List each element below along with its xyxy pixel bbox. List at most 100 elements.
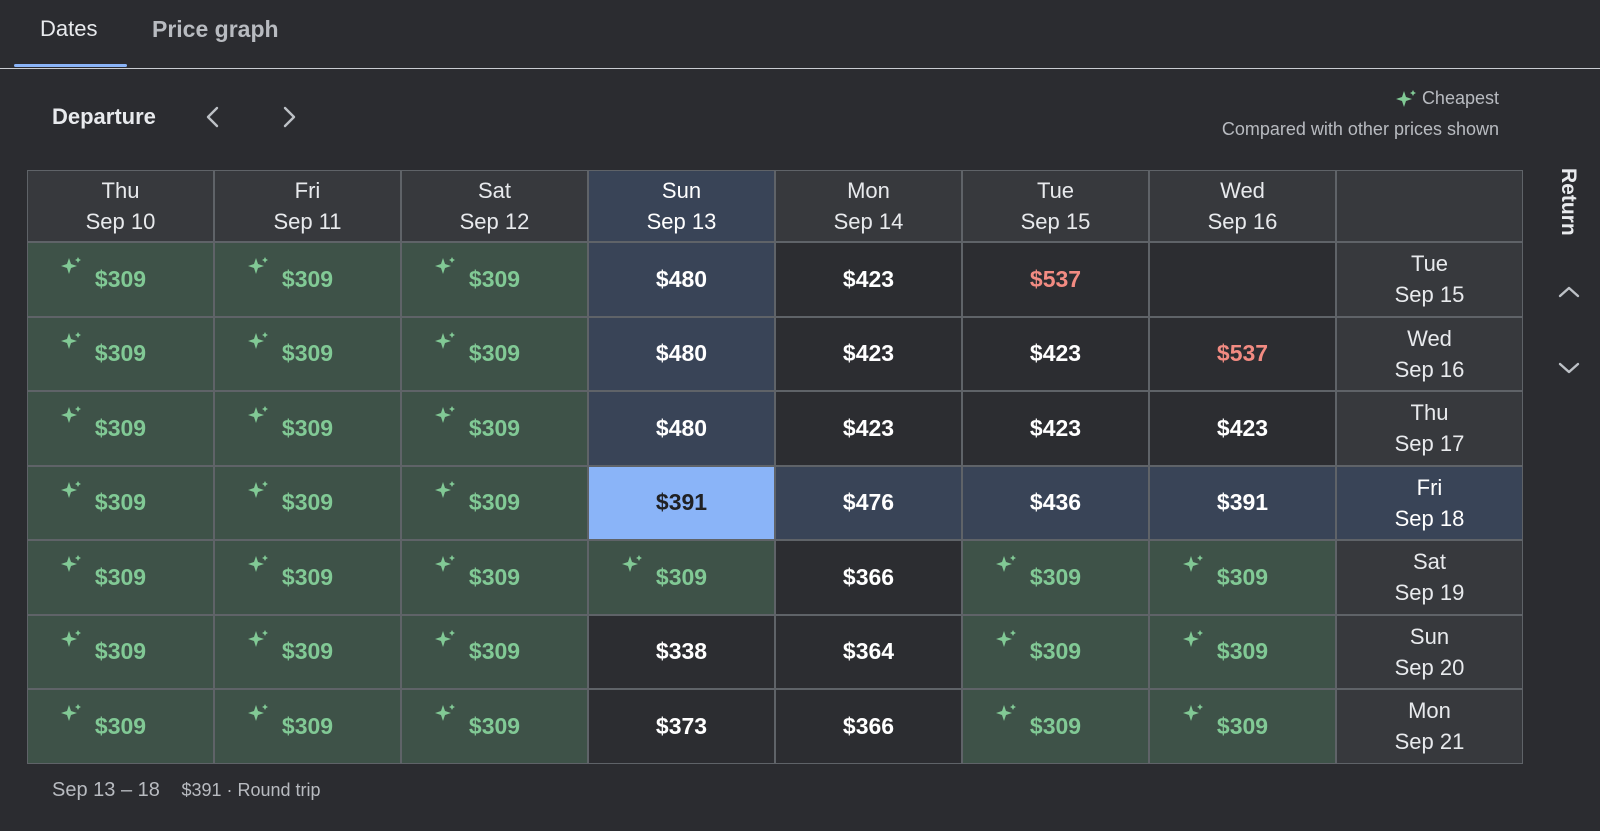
price-cell[interactable]: $309 [27, 465, 214, 540]
sparkle-icon [248, 479, 270, 506]
price-grid: Thu Sep 10 Fri Sep 11 Sat Sep 12 Sun Sep 13 Mon S… [27, 170, 1524, 764]
price-cell[interactable]: $423 [962, 316, 1149, 391]
column-header: Sat Sep 12 [401, 170, 588, 242]
price-cell[interactable]: $309 [214, 540, 401, 615]
sparkle-icon [248, 702, 270, 729]
price-cell[interactable]: $476 [775, 465, 962, 540]
price-value: $309 [655, 563, 708, 590]
price-cell[interactable]: $309 [401, 465, 588, 540]
price-cell[interactable]: $309 [401, 316, 588, 391]
sparkle-icon [435, 255, 457, 282]
sparkle-icon [435, 479, 457, 506]
price-cell[interactable]: $309 [27, 689, 214, 764]
sparkle-icon [996, 553, 1018, 580]
column-date: Sep 15 [1020, 209, 1091, 234]
summary-price: $391 · Round trip [181, 780, 321, 800]
price-cell[interactable]: $309 [401, 242, 588, 317]
return-up-button[interactable] [1554, 277, 1584, 307]
price-cell[interactable]: $309 [401, 689, 588, 764]
price-value: $309 [468, 414, 521, 441]
price-cell[interactable]: $309 [1149, 614, 1336, 689]
return-down-button[interactable] [1554, 353, 1584, 383]
sparkle-icon [1183, 553, 1205, 580]
price-cell[interactable]: $423 [1149, 391, 1336, 466]
price-cell[interactable]: $537 [962, 242, 1149, 317]
legend-compared-label: Compared with other prices shown [1221, 119, 1499, 139]
sparkle-icon [61, 628, 83, 655]
price-cell[interactable]: $391 [588, 465, 775, 540]
price-value: $309 [1029, 712, 1082, 739]
price-cell[interactable]: $309 [214, 614, 401, 689]
price-value: $373 [655, 712, 708, 739]
price-cell[interactable]: $309 [962, 614, 1149, 689]
tab-price-graph[interactable]: Price graph [152, 16, 279, 42]
price-cell[interactable]: $436 [962, 465, 1149, 540]
column-header: Thu Sep 10 [27, 170, 214, 242]
price-cell[interactable]: $480 [588, 316, 775, 391]
price-cell[interactable]: $423 [775, 242, 962, 317]
row-day: Wed [1407, 325, 1452, 351]
summary-dates: Sep 13 – 18 [52, 779, 160, 801]
row-date: Sep 19 [1394, 580, 1465, 606]
row-day: Sat [1412, 549, 1447, 575]
price-cell[interactable]: $309 [27, 540, 214, 615]
price-cell[interactable]: $537 [1149, 316, 1336, 391]
row-date: Sep 18 [1394, 505, 1465, 531]
chevron-down-icon [1558, 362, 1580, 374]
price-cell[interactable]: $391 [1149, 465, 1336, 540]
price-cell[interactable]: $309 [214, 465, 401, 540]
price-value: $423 [842, 414, 895, 441]
price-cell[interactable]: $309 [214, 242, 401, 317]
price-cell[interactable]: $309 [214, 689, 401, 764]
price-cell[interactable]: $338 [588, 614, 775, 689]
price-cell[interactable]: $309 [401, 540, 588, 615]
sparkle-icon [435, 404, 457, 431]
price-value: $309 [94, 489, 147, 516]
price-cell[interactable]: $366 [775, 689, 962, 764]
price-cell[interactable]: $480 [588, 242, 775, 317]
price-value: $480 [655, 414, 708, 441]
price-cell[interactable]: $309 [962, 689, 1149, 764]
price-cell[interactable] [1149, 242, 1336, 317]
price-cell[interactable]: $309 [588, 540, 775, 615]
price-cell[interactable]: $309 [27, 614, 214, 689]
price-cell[interactable]: $309 [1149, 689, 1336, 764]
sparkle-icon [248, 255, 270, 282]
price-value: $537 [1029, 265, 1082, 292]
price-cell[interactable]: $309 [214, 316, 401, 391]
price-cell[interactable]: $309 [214, 391, 401, 466]
price-cell[interactable]: $364 [775, 614, 962, 689]
return-row-header: Wed Sep 16 [1336, 316, 1523, 391]
price-cell[interactable]: $373 [588, 689, 775, 764]
price-cell[interactable]: $423 [962, 391, 1149, 466]
chevron-left-icon [206, 106, 219, 128]
price-cell[interactable]: $423 [775, 316, 962, 391]
sparkle-icon [622, 553, 644, 580]
price-cell[interactable]: $423 [775, 391, 962, 466]
price-cell[interactable]: $366 [775, 540, 962, 615]
sparkle-icon [435, 330, 457, 357]
departure-next-button[interactable] [274, 102, 304, 132]
price-cell[interactable]: $309 [27, 316, 214, 391]
price-cell[interactable]: $309 [27, 391, 214, 466]
tab-dates[interactable]: Dates [40, 16, 98, 41]
departure-prev-button[interactable] [198, 102, 228, 132]
price-cell[interactable]: $309 [401, 614, 588, 689]
price-value: $309 [281, 638, 334, 665]
price-cell[interactable]: $309 [27, 242, 214, 317]
price-cell[interactable]: $309 [1149, 540, 1336, 615]
price-value: $366 [842, 563, 895, 590]
return-row-header: Mon Sep 21 [1336, 689, 1523, 764]
column-day: Sat [477, 178, 512, 203]
column-header: Fri Sep 11 [214, 170, 401, 242]
price-value: $309 [94, 638, 147, 665]
column-header: Mon Sep 14 [775, 170, 962, 242]
price-value: $364 [842, 638, 895, 665]
legend: Cheapest Compared with other prices show… [1222, 88, 1499, 140]
row-day: Sun [1409, 623, 1450, 649]
price-cell[interactable]: $309 [401, 391, 588, 466]
column-day: Thu [101, 178, 140, 203]
price-cell[interactable]: $309 [962, 540, 1149, 615]
price-value: $423 [842, 340, 895, 367]
price-cell[interactable]: $480 [588, 391, 775, 466]
